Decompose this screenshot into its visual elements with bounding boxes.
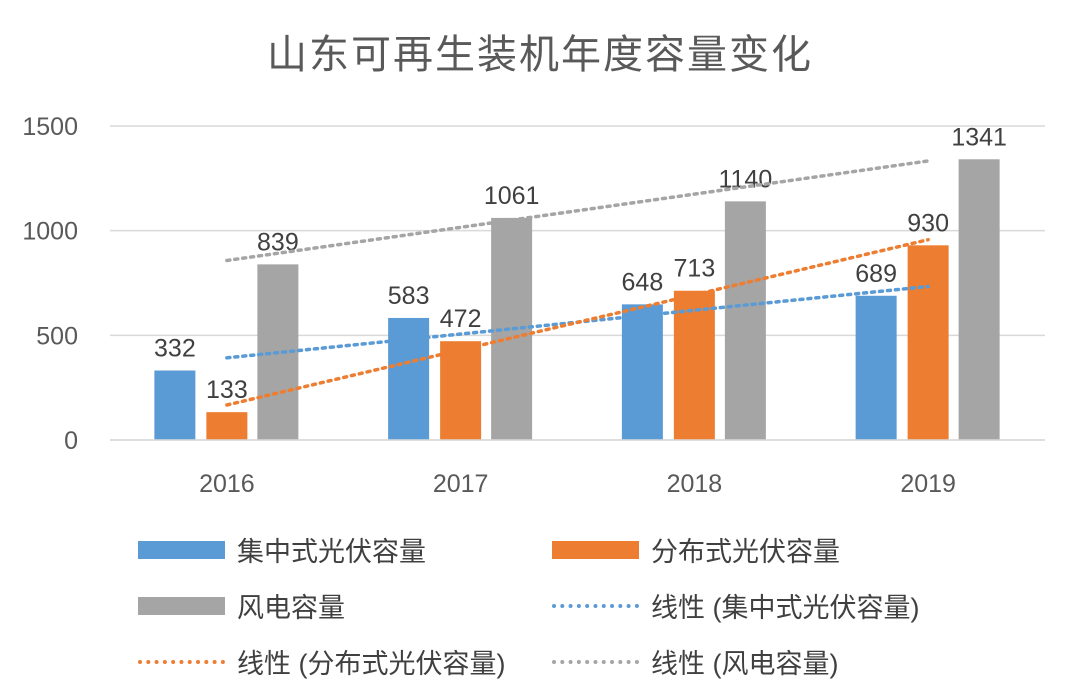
y-tick-label: 500 (36, 322, 78, 350)
legend-swatch (138, 596, 225, 615)
data-label: 133 (206, 376, 248, 404)
legend-item-series-2: 风电容量 (138, 586, 345, 625)
data-label: 930 (907, 209, 949, 237)
legend-item-trend-1: 线性 (分布式光伏容量) (138, 642, 505, 681)
bar-0-2019 (855, 295, 897, 440)
data-label: 713 (674, 255, 716, 283)
chart-title: 山东可再生装机年度容量变化 (267, 33, 813, 77)
x-tick-label: 2017 (433, 470, 489, 498)
bar-1-2018 (673, 290, 715, 440)
legend-swatch (138, 540, 225, 559)
trendline-2 (225, 159, 930, 263)
bar-0-2017 (388, 317, 430, 440)
legend-label: 分布式光伏容量 (651, 537, 840, 567)
bar-1-2017 (440, 341, 482, 440)
bar-0-2018 (621, 304, 663, 440)
legend-item-series-1: 分布式光伏容量 (552, 530, 840, 569)
data-label: 332 (154, 335, 196, 363)
x-tick-label: 2018 (667, 470, 723, 498)
legend-label: 线性 (分布式光伏容量) (237, 649, 506, 679)
y-tick-label: 0 (64, 427, 78, 455)
legend-label: 风电容量 (237, 593, 345, 623)
legend-dotted-swatch (552, 659, 639, 664)
legend-item-series-0: 集中式光伏容量 (138, 530, 426, 569)
legend-label: 集中式光伏容量 (237, 537, 426, 567)
bar-2-2019 (958, 159, 1000, 440)
data-label: 1061 (484, 182, 540, 210)
y-tick-label: 1500 (22, 113, 78, 141)
legend-swatch (552, 540, 639, 559)
x-tick-label: 2016 (199, 470, 255, 498)
bar-0-2016 (154, 370, 196, 440)
data-label: 689 (855, 260, 897, 288)
legend-label: 线性 (风电容量) (651, 649, 839, 679)
bar-1-2019 (907, 245, 949, 440)
bar-2-2018 (724, 201, 766, 440)
data-label: 648 (622, 268, 664, 296)
y-tick-label: 1000 (22, 218, 78, 246)
legend-dotted-swatch (138, 659, 225, 664)
legend-dotted-swatch (552, 603, 639, 608)
bar-1-2016 (206, 412, 248, 440)
x-tick-label: 2019 (900, 470, 956, 498)
data-label: 1341 (951, 123, 1007, 151)
legend-label: 线性 (集中式光伏容量) (651, 593, 920, 623)
data-label: 472 (440, 305, 482, 333)
legend-item-trend-2: 线性 (风电容量) (552, 642, 838, 681)
data-label: 583 (388, 282, 430, 310)
legend-item-trend-0: 线性 (集中式光伏容量) (552, 586, 919, 625)
trendline-1 (225, 237, 930, 407)
